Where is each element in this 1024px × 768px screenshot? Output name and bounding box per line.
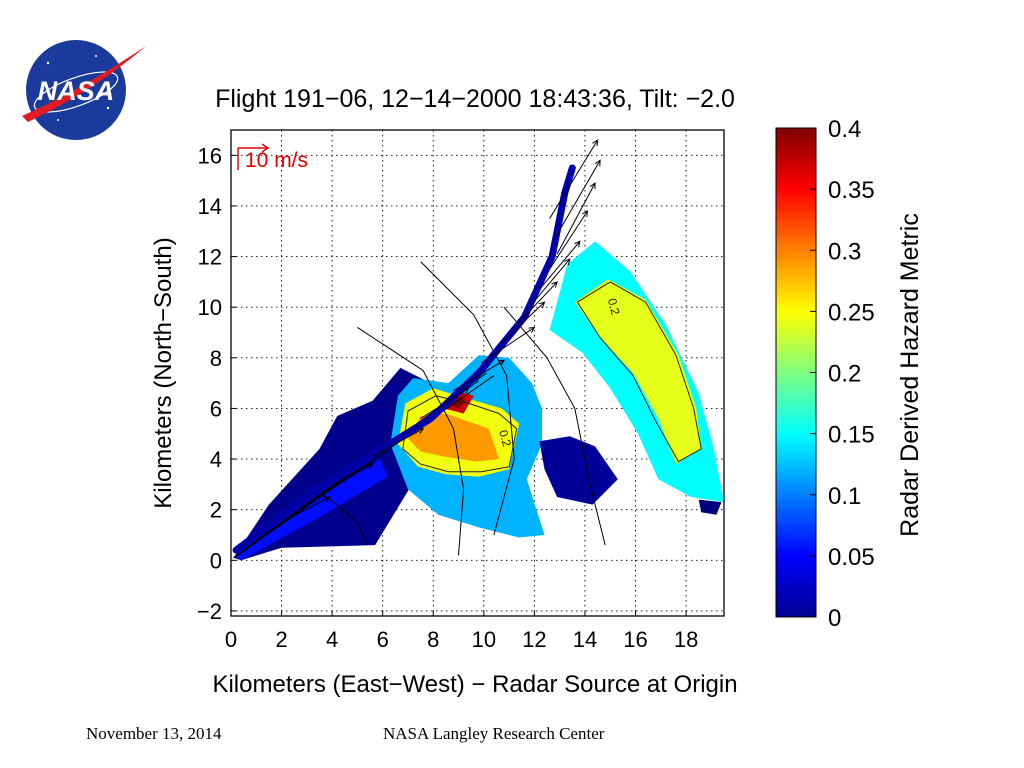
wind-vector-head	[551, 281, 558, 288]
x-tick-label: 0	[225, 627, 237, 652]
nasa-logo-icon: NASA	[22, 40, 146, 140]
x-tick-label: 4	[326, 627, 338, 652]
y-tick-label: 14	[198, 194, 222, 219]
wind-vector-head	[592, 139, 599, 147]
y-tick-label: 12	[198, 245, 222, 270]
wind-vector	[554, 160, 601, 240]
wind-vector-head	[564, 258, 571, 266]
colorbar-tick-label: 0.2	[828, 361, 861, 388]
contour-far-contour	[576, 281, 702, 463]
wind-vector-head	[582, 210, 589, 218]
wind-vector-head	[538, 301, 546, 308]
hazard-region-far-tip	[698, 499, 722, 515]
range-arc	[420, 261, 515, 536]
y-tick-label: 4	[210, 447, 222, 472]
overlay-lines: 0.2 0.2	[232, 139, 702, 559]
contour-label: 0.2	[496, 428, 514, 448]
wind-vector-head	[594, 159, 601, 167]
colorbar-tick-label: 0.05	[828, 544, 875, 571]
vector-scale-label: 10 m/s	[245, 149, 308, 172]
radial-line	[233, 375, 495, 559]
colorbar-label: Radar Derived Hazard Metric	[896, 213, 924, 537]
wind-vector	[420, 387, 469, 419]
y-tick-label: 6	[210, 396, 222, 421]
y-tick-label: −2	[197, 599, 222, 624]
plot-frame	[230, 129, 725, 617]
wind-vector	[539, 241, 581, 290]
colorbar	[775, 127, 817, 618]
colorbar-tick-label: 0.25	[828, 299, 875, 326]
y-tick-label: 10	[198, 295, 222, 320]
hazard-region-mid-orange	[408, 413, 499, 462]
wind-vector-head	[528, 326, 536, 333]
wind-vector	[549, 210, 588, 270]
wind-vector	[453, 359, 505, 392]
wind-vector-head	[417, 428, 425, 434]
wind-vector	[281, 496, 330, 523]
x-tick-label: 16	[623, 627, 647, 652]
wind-vector	[501, 301, 545, 343]
logo-wordmark: NASA	[38, 76, 115, 106]
wind-vector	[516, 281, 558, 326]
wind-vector-head	[323, 496, 331, 503]
vector-scale-key: 10 m/s	[237, 143, 308, 172]
hazard-region-far-yellow	[574, 279, 702, 465]
colorbar-ticks: 0 0.05 0.1 0.15 0.2 0.25 0.3 0.35 0.4	[810, 116, 875, 632]
x-axis-label: Kilometers (East−West) − Radar Source at…	[212, 671, 737, 698]
footer-date: November 13, 2014	[86, 724, 222, 743]
colorbar-tick-label: 0	[828, 605, 841, 632]
colorbar-tick-label: 0.1	[828, 483, 861, 510]
range-arc	[503, 306, 606, 546]
colorbar-tick-label: 0.35	[828, 177, 875, 204]
colorbar-tick-label: 0.3	[828, 238, 861, 265]
y-axis-label: Kilometers (North−South)	[150, 237, 177, 508]
y-tick-label: 2	[210, 498, 222, 523]
x-tick-label: 12	[522, 627, 546, 652]
wind-vector	[372, 428, 424, 457]
hazard-region-core-darkred	[448, 395, 467, 409]
contour-mid-contour	[402, 395, 518, 473]
wind-vector-head	[574, 240, 581, 248]
wind-vector	[481, 327, 535, 364]
wind-vector	[549, 139, 599, 219]
x-tick-label: 14	[573, 627, 597, 652]
wind-vector-head	[498, 359, 505, 366]
wind-vector-head	[366, 463, 374, 470]
wind-vector	[556, 182, 596, 255]
contour-label: 0.2	[605, 297, 623, 317]
x-tick-label: 2	[275, 627, 287, 652]
x-tick-label: 6	[377, 627, 389, 652]
footer-organization: NASA Langley Research Center	[383, 724, 605, 743]
colorbar-tick-label: 0.15	[828, 422, 875, 449]
x-tick-label: 18	[674, 627, 698, 652]
logo-swoosh	[22, 46, 146, 122]
wind-vector	[326, 463, 373, 490]
y-tick-label: 8	[210, 346, 222, 371]
x-tick-label: 10	[472, 627, 496, 652]
x-tick-label: 8	[427, 627, 439, 652]
hazard-region-blue-step	[539, 436, 618, 505]
y-tick-label: 0	[210, 548, 222, 573]
flight-track-center	[235, 167, 574, 551]
y-tick-label: 16	[198, 143, 222, 168]
colorbar-tick-label: 0.4	[828, 116, 861, 143]
wind-vector-head	[462, 387, 470, 394]
hazard-region-low-band	[236, 459, 388, 561]
wind-vector-head	[589, 182, 596, 190]
chart-title: Flight 191−06, 12−14−2000 18:43:36, Tilt…	[215, 85, 735, 113]
wind-vector	[528, 258, 571, 308]
range-arc	[357, 326, 465, 556]
